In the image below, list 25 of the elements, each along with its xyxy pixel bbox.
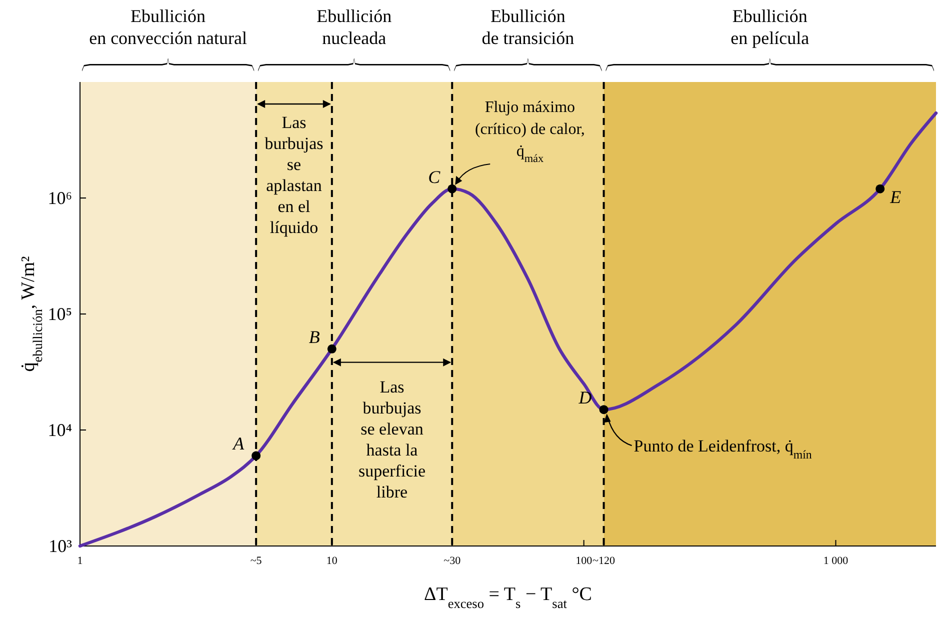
x-tick-label: ~120 — [592, 555, 616, 567]
x-tick-label: 10 — [326, 555, 338, 567]
x-axis-title: ΔT$_{exceso}$ = T$_{s}$ − T$_{sat}$ °C — [424, 584, 592, 610]
annotation: E — [889, 186, 902, 207]
y-tick-label: 10⁴ — [48, 420, 72, 440]
band-label: Ebullición en convección natural — [89, 6, 247, 48]
annotation: Las burbujas se aplastan en el líquido — [264, 113, 324, 237]
annotation: B — [308, 326, 320, 347]
x-tick-label: ~5 — [250, 555, 262, 567]
annotation: D — [578, 388, 592, 408]
x-tick-label: 100 — [576, 555, 593, 567]
annotation: Flujo máximo (crítico) de calor, q̇$_{máx}$ — [474, 99, 585, 165]
band-label: Ebullición nucleada — [316, 6, 392, 48]
y-tick-label: 10³ — [48, 536, 73, 556]
annotation: Las burbujas se elevan hasta la superficie libre — [358, 377, 426, 502]
annotation: Punto de Leidenfrost, q̇$_{mín}$ — [634, 436, 812, 462]
x-tick-label: ~30 — [444, 555, 462, 567]
annotation: A — [232, 434, 246, 454]
annotation: C — [428, 166, 442, 187]
band-label: Ebullición de transición — [482, 6, 574, 48]
x-tick-label: 1 000 — [823, 555, 849, 567]
x-tick-label: 1 — [77, 555, 83, 567]
y-tick-label: 10⁶ — [48, 188, 72, 208]
y-tick-label: 10⁵ — [48, 304, 72, 324]
band-label: Ebullición en película — [730, 6, 810, 48]
